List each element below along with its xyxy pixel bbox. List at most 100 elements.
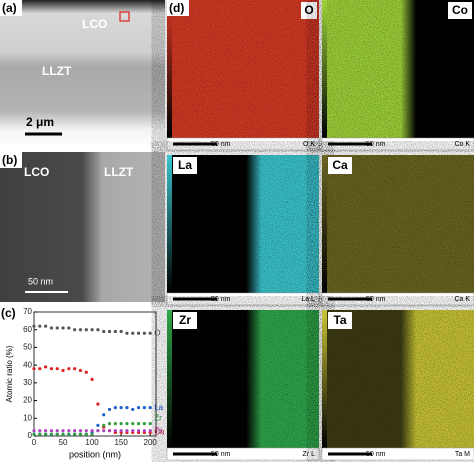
scale-label: 50 nm — [28, 276, 53, 286]
tem-image — [0, 0, 165, 148]
scale-label: 50 nm — [366, 451, 386, 458]
element-box — [173, 312, 197, 329]
data-point — [113, 422, 117, 426]
data-point — [142, 406, 146, 410]
data-point — [55, 429, 59, 433]
data-point — [107, 329, 112, 334]
data-point — [113, 406, 117, 410]
data-point — [49, 367, 54, 371]
data-point — [125, 331, 129, 335]
tem-image — [0, 152, 165, 302]
signal-line: Co K — [454, 141, 470, 148]
map-noise — [167, 310, 319, 448]
data-point — [73, 367, 77, 371]
panel-label: (d) — [169, 1, 184, 15]
data-point — [38, 367, 42, 371]
data-point — [78, 432, 83, 436]
data-point — [107, 422, 112, 426]
data-point — [119, 422, 123, 426]
element-box — [328, 157, 352, 174]
map-noise — [167, 155, 319, 293]
signal-line: Ca K — [454, 296, 470, 303]
element-label: Ta — [333, 313, 346, 327]
panel-b: (b) LCO LLZT 50 nm — [0, 152, 165, 302]
data-point — [96, 429, 100, 433]
data-point — [55, 326, 59, 330]
eds-map: 50 nm Ta M Ta — [321, 310, 474, 461]
data-point — [131, 407, 135, 412]
data-point — [67, 326, 71, 330]
map-footer — [166, 447, 320, 461]
data-point — [84, 432, 88, 436]
data-point — [142, 422, 146, 426]
x-tick-label: 100 — [85, 438, 99, 447]
data-point — [84, 328, 88, 332]
data-point — [78, 328, 83, 332]
x-tick-label: 50 — [59, 438, 68, 447]
label-box — [167, 0, 189, 16]
data-point — [44, 432, 48, 436]
signal-line: La L — [301, 296, 315, 303]
data-point — [44, 365, 48, 369]
eds-map: 50 nm Zr L Zr — [166, 310, 320, 461]
scale-label: 50 nm — [211, 141, 231, 148]
map-noise — [167, 0, 319, 138]
signal-line: Zr L — [303, 451, 316, 458]
map-footer — [166, 292, 320, 306]
y-axis-label: Atomic ratio (%) — [5, 345, 14, 402]
data-point — [131, 331, 135, 335]
element-label: Ca — [332, 158, 348, 172]
data-point — [148, 331, 152, 335]
panel-a: (a) LCO LLZT 2 μm — [0, 0, 165, 148]
series-label: Zr — [154, 414, 162, 423]
data-point — [142, 429, 146, 433]
data-point — [38, 429, 42, 433]
element-label: Co — [452, 3, 468, 17]
data-point — [113, 429, 117, 433]
data-point — [61, 432, 65, 436]
data-point — [90, 429, 94, 433]
label-box — [0, 0, 22, 16]
data-point — [44, 429, 48, 433]
data-point — [61, 368, 65, 373]
label-box — [0, 152, 22, 168]
data-point — [107, 429, 112, 433]
region-marker — [119, 11, 130, 22]
x-axis-label: position (nm) — [69, 449, 121, 459]
eds-map: 50 nm Ca K Ca — [321, 155, 474, 306]
data-point — [136, 429, 141, 433]
eds-map: 50 nm O K O — [166, 0, 320, 151]
panel-d: 50 nm O K O 50 nm Co K Co 50 nm La L La 50 nm Ca K… — [166, 0, 474, 461]
data-point — [32, 429, 36, 433]
data-point — [148, 429, 152, 433]
data-point — [96, 328, 100, 332]
signal-line: O K — [303, 141, 315, 148]
data-point — [113, 329, 117, 334]
data-point — [55, 367, 59, 371]
data-point — [32, 432, 36, 436]
data-point — [125, 429, 129, 433]
data-point — [119, 406, 123, 410]
data-point — [49, 326, 54, 330]
data-point — [84, 370, 88, 374]
color-bar — [167, 310, 172, 448]
data-point — [67, 429, 71, 433]
series-label: La — [154, 403, 163, 412]
data-point — [90, 328, 94, 332]
data-point — [102, 413, 106, 417]
data-point — [73, 432, 77, 436]
y-tick-label: 70 — [23, 307, 32, 316]
scale-label: 50 nm — [211, 296, 231, 303]
data-point — [49, 429, 54, 433]
data-point — [102, 329, 106, 334]
data-point — [78, 368, 83, 373]
color-bar — [322, 155, 327, 293]
element-label: O — [304, 3, 313, 17]
data-point — [32, 324, 36, 328]
data-point — [125, 422, 129, 426]
data-point — [102, 429, 106, 433]
data-point — [119, 429, 123, 433]
data-point — [55, 432, 59, 436]
y-tick-label: 60 — [23, 325, 32, 334]
